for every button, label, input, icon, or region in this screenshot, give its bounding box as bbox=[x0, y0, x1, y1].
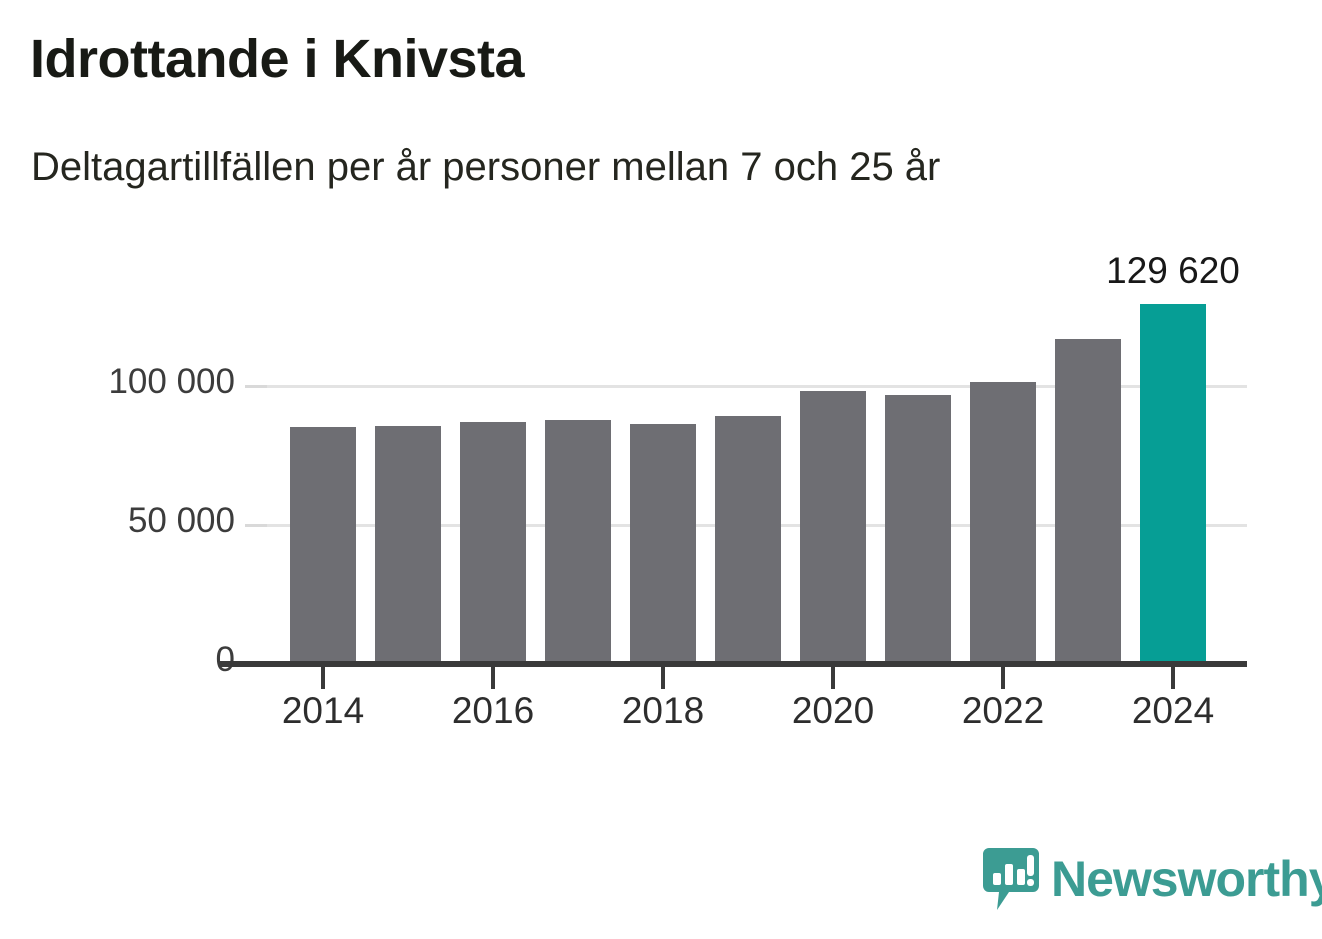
x-axis-tick bbox=[1171, 667, 1175, 689]
y-axis-tick-dash bbox=[245, 385, 267, 388]
bar-2024[interactable] bbox=[1140, 303, 1206, 664]
x-axis-tick bbox=[321, 667, 325, 689]
x-axis-tick bbox=[831, 667, 835, 689]
newsworthy-bar-chart-bubble-icon bbox=[983, 848, 1039, 910]
x-axis-tick bbox=[1001, 667, 1005, 689]
bar-2019[interactable] bbox=[715, 416, 781, 664]
gridline bbox=[245, 385, 1247, 388]
x-axis-tick bbox=[491, 667, 495, 689]
y-axis-tick-label: 0 bbox=[215, 640, 235, 679]
x-axis-tick-label-2018: 2018 bbox=[621, 690, 705, 731]
newsworthy-logo: Newsworthy bbox=[983, 846, 1322, 912]
bar-2021[interactable] bbox=[885, 395, 951, 664]
chart-subtitle: Deltagartillfällen per år personer mella… bbox=[31, 145, 941, 189]
x-axis-line bbox=[220, 661, 1247, 667]
x-axis-tick-label-2014: 2014 bbox=[281, 690, 365, 731]
x-axis-tick-label-2024: 2024 bbox=[1131, 690, 1215, 731]
y-axis-tick-label: 100 000 bbox=[108, 362, 235, 401]
bar-value-label-2024: 129 620 bbox=[1106, 249, 1240, 291]
bar-2018[interactable] bbox=[630, 423, 696, 664]
bar-2020[interactable] bbox=[800, 391, 866, 664]
y-axis-tick-label: 50 000 bbox=[127, 501, 235, 540]
x-axis-tick-label-2020: 2020 bbox=[791, 690, 875, 731]
newsworthy-wordmark: Newsworthy bbox=[1051, 851, 1322, 907]
bars-group bbox=[290, 303, 1206, 664]
x-axis-tick-label-2016: 2016 bbox=[451, 690, 535, 731]
y-axis-tick-dash bbox=[245, 524, 267, 527]
x-axis-tick bbox=[661, 667, 665, 689]
plot-area: 0 50 000 100 000 2014 2016 2018 2020 2022 2024 … bbox=[108, 249, 1247, 731]
bar-2022[interactable] bbox=[970, 381, 1036, 664]
bar-2015[interactable] bbox=[375, 426, 441, 664]
bar-2017[interactable] bbox=[545, 420, 611, 664]
x-axis-tick-label-2022: 2022 bbox=[961, 690, 1045, 731]
bar-2016[interactable] bbox=[460, 422, 526, 664]
page-title: Idrottande i Knivsta bbox=[30, 29, 525, 89]
bar-2014[interactable] bbox=[290, 427, 356, 664]
bar-2023[interactable] bbox=[1055, 339, 1121, 664]
